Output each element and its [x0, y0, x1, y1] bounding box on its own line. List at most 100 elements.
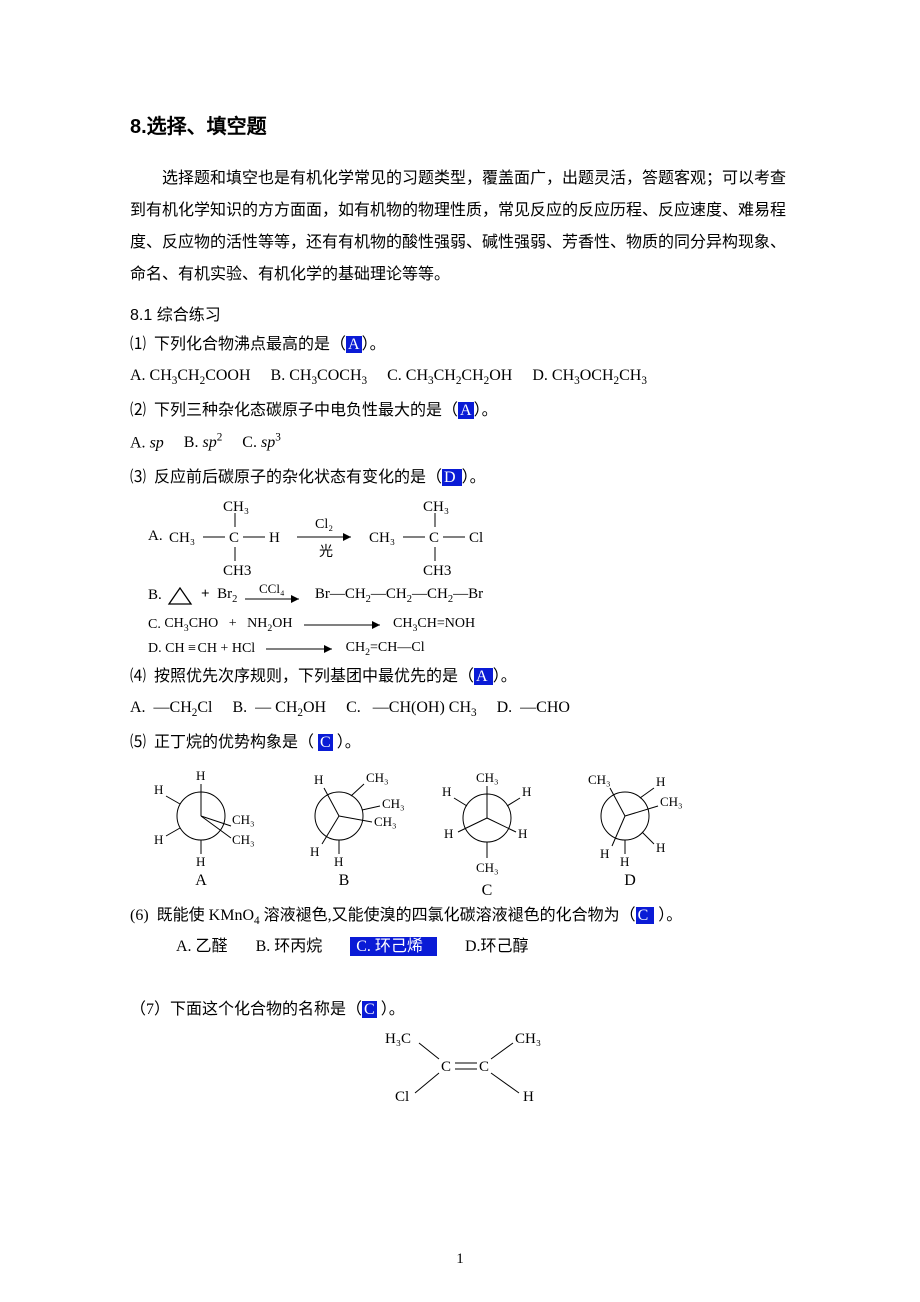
q3B-prod: Br—CH2—CH2—CH2—Br [315, 586, 483, 605]
svg-text:H: H [620, 854, 629, 866]
svg-text:CH₃: CH₃ [366, 770, 389, 785]
q7-alkene-svg: H₃C CH₃ Cl H C C [375, 1027, 555, 1107]
q4-optD: D. —CHO [497, 699, 570, 716]
svg-text:Cl: Cl [395, 1089, 409, 1105]
q3C-prod: CH3CH=NOH [393, 616, 475, 634]
q4-optC: C. —CH(OH) CH3 [346, 699, 476, 716]
q3-num: ⑶ [130, 469, 146, 486]
q6-optC: C. 环己烯 [350, 937, 437, 956]
q5-post: ）。 [333, 734, 361, 751]
newman-A-label: A [146, 872, 256, 890]
q2-pre: 下列三种杂化态碳原子中电负性最大的是（ [154, 402, 458, 419]
newman-A-svg: H CH₃ CH₃ H H H [146, 766, 256, 866]
q5-num: ⑸ [130, 734, 146, 751]
newman-C: CH₃ H H H H CH₃ C [432, 766, 542, 900]
q3-optA: A. CH₃ C H CH₃ CH3 Cl₂ 光 CH₃ C Cl CH₃ [130, 497, 800, 577]
svg-text:H: H [196, 768, 205, 783]
q4-pre: 按照优先次序规则，下列基团中最优先的是（ [154, 668, 474, 685]
q1-post: ）。 [362, 336, 386, 353]
subsection-title: 8.1 综合练习 [130, 301, 800, 325]
svg-text:CH₃: CH₃ [374, 814, 397, 829]
svg-text:H: H [314, 772, 323, 787]
svg-text:C: C [429, 530, 439, 546]
q3B-label: B. [148, 587, 162, 604]
q7-post: ）。 [377, 1001, 405, 1018]
svg-text:CCl₄: CCl₄ [259, 581, 285, 596]
svg-text:CH3: CH3 [423, 563, 451, 577]
q1-optD: D. CH3OCH2CH3 [532, 367, 647, 384]
q3A-above: Cl₂ [315, 517, 333, 532]
q7-num: （7） [130, 1001, 170, 1018]
q1-prompt: ⑴ 下列化合物沸点最高的是（A）。 [130, 331, 800, 360]
q3C-label: C. [148, 617, 161, 633]
q5-newman-row: H CH₃ CH₃ H H H A H CH₃ H [146, 766, 800, 900]
q4-optA: A. —CH2Cl [130, 699, 213, 716]
q4-optB: B. — CH2OH [233, 699, 327, 716]
page-number: 1 [0, 1251, 920, 1268]
svg-text:H: H [154, 832, 163, 847]
newman-B-svg: H CH₃ H CH₃ CH₃ H [284, 766, 404, 866]
q1-optA: A. CH3CH2COOH [130, 367, 251, 384]
q7-prompt: （7）下面这个化合物的名称是（C ）。 [130, 996, 800, 1025]
svg-text:CH₃: CH₃ [515, 1031, 541, 1047]
q3-pre: 反应前后碳原子的杂化状态有变化的是（ [154, 469, 442, 486]
q6-optA: A. 乙醛 [176, 938, 228, 955]
q7-structure: H₃C CH₃ Cl H C C [130, 1027, 800, 1107]
svg-text:CH3: CH3 [223, 563, 251, 577]
q5-pre: 正丁烷的优势构象是（ [154, 734, 318, 751]
q3-optD: D. CH ≡ CH + HCl CH2=CH—Cl [130, 639, 800, 659]
q6-num: (6) [130, 907, 149, 924]
intro-paragraph: 选择题和填空也是有机化学常见的习题类型，覆盖面广，出题灵活，答题客观；可以考查到… [130, 163, 800, 291]
svg-text:H: H [196, 854, 205, 866]
q6-options: A. 乙醛 B. 环丙烷 C. 环己烯 D.环己醇 [130, 933, 800, 962]
q4-options: A. —CH2Cl B. — CH2OH C. —CH(OH) CH3 D. —… [130, 694, 800, 723]
q5-prompt: ⑸ 正丁烷的优势构象是（ C ）。 [130, 729, 800, 758]
q3D-label: D. [148, 641, 162, 657]
cyclopropane-icon [166, 585, 194, 607]
q1-pre: 下列化合物沸点最高的是（ [154, 336, 346, 353]
q2-options: A. sp B. sp2 C. sp3 [130, 428, 800, 458]
q2-optB: B. sp2 [184, 434, 223, 451]
newman-D: CH₃ CH₃ H H H H D [570, 766, 690, 900]
q7-pre: 下面这个化合物的名称是（ [170, 1001, 362, 1018]
q3A-arrow: Cl₂ 光 [293, 512, 363, 562]
q2-prompt: ⑵ 下列三种杂化态碳原子中电负性最大的是（A）。 [130, 397, 800, 426]
q6-answer: C [636, 907, 655, 924]
q2-optC: C. sp3 [242, 434, 281, 451]
svg-text:CH₃: CH₃ [588, 772, 611, 787]
q4-prompt: ⑷ 按照优先次序规则，下列基团中最优先的是（A ）。 [130, 663, 800, 692]
svg-text:CH₃: CH₃ [169, 530, 195, 546]
q6-optB: B. 环丙烷 [256, 938, 323, 955]
q3A-below: 光 [319, 544, 333, 560]
svg-text:H: H [518, 826, 527, 841]
svg-text:H: H [334, 854, 343, 866]
q3A-structure-left: CH₃ C H CH₃ CH3 [163, 497, 293, 577]
svg-text:H: H [442, 784, 451, 799]
q1-answer: A [346, 336, 362, 353]
q3-post: ）。 [462, 469, 486, 486]
q3-optC: C. CH3CHO + NH2OH CH3CH=NOH [130, 615, 800, 635]
svg-text:CH₃: CH₃ [476, 770, 499, 785]
q3C-arrow [300, 615, 390, 635]
q3D-arrow [262, 639, 342, 659]
svg-text:H: H [444, 826, 453, 841]
q1-optC: C. CH3CH2CH2OH [387, 367, 512, 384]
q3-answer: D [442, 469, 462, 486]
svg-text:CH₃: CH₃ [232, 832, 255, 847]
svg-text:C: C [229, 530, 239, 546]
q4-answer: A [474, 668, 493, 685]
svg-text:H: H [269, 530, 280, 546]
q3C-react: CH3CHO + NH2OH [164, 616, 292, 634]
q3-prompt: ⑶ 反应前后碳原子的杂化状态有变化的是（D ）。 [130, 464, 800, 493]
newman-C-label: C [432, 882, 542, 900]
q7-answer: C [362, 1001, 377, 1018]
page: 8.选择、填空题 选择题和填空也是有机化学常见的习题类型，覆盖面广，出题灵活，答… [0, 0, 920, 1302]
q6-pre: 既能使 KMnO4 溶液褪色,又能使溴的四氯化碳溶液褪色的化合物为（ [157, 907, 636, 924]
svg-text:H: H [154, 782, 163, 797]
svg-text:H: H [522, 784, 531, 799]
q6-prompt: (6) 既能使 KMnO4 溶液褪色,又能使溴的四氯化碳溶液褪色的化合物为（C … [130, 902, 800, 931]
q5-answer: C [318, 734, 333, 751]
svg-text:H: H [656, 774, 665, 789]
svg-text:H₃C: H₃C [385, 1031, 411, 1047]
q4-post: ）。 [493, 668, 517, 685]
